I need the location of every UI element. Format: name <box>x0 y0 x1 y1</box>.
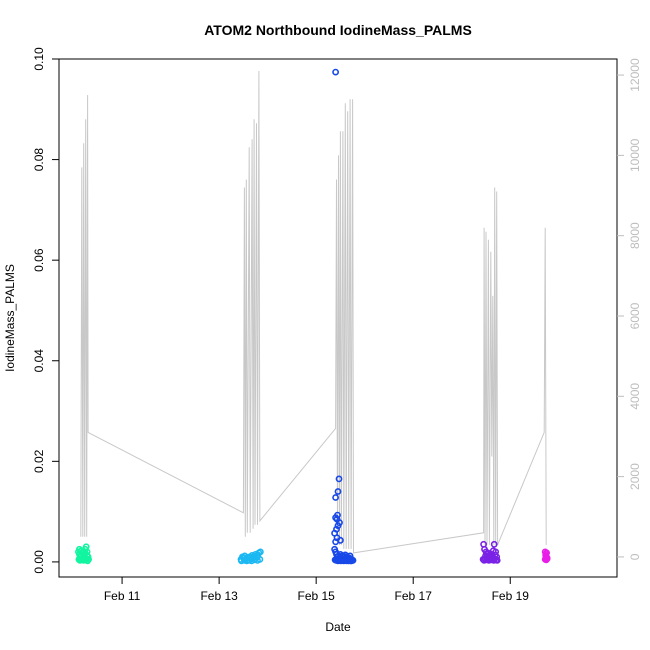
data-point <box>332 538 339 546</box>
y-tick-label: 0.06 <box>32 248 46 272</box>
y2-tick-label: 2000 <box>628 463 642 490</box>
y2-axis: 0 2000 4000 6000 8000 10000 12000 <box>617 58 642 560</box>
y2-tick-label: 12000 <box>628 58 642 92</box>
x-tick-label: Feb 13 <box>200 589 238 603</box>
data-point <box>335 475 343 483</box>
chart-title: ATOM2 Northbound IodineMass_PALMS <box>204 22 472 38</box>
y2-tick-label: 10000 <box>628 138 642 172</box>
data-point <box>83 552 91 559</box>
altitude-track <box>80 70 547 554</box>
y-tick-label: 0.00 <box>32 550 46 574</box>
data-point <box>332 494 339 501</box>
x-tick-label: Feb 19 <box>492 589 530 603</box>
x-tick-label: Feb 11 <box>104 589 141 603</box>
y2-tick-label: 8000 <box>628 222 642 249</box>
y-tick-label: 0.08 <box>32 148 46 172</box>
y-axis: 0.00 0.02 0.04 0.06 0.08 0.10 <box>32 47 59 574</box>
y-axis-label: IodineMass_PALMS <box>3 264 17 372</box>
y2-tick-label: 6000 <box>628 302 642 329</box>
data-point <box>490 540 498 548</box>
data-point <box>334 488 342 495</box>
data-point <box>256 556 264 563</box>
data-point <box>493 557 501 564</box>
y-tick-label: 0.02 <box>32 449 46 473</box>
data-point <box>491 551 499 559</box>
data-point <box>543 554 550 561</box>
data-point <box>332 68 339 76</box>
y-tick-label: 0.04 <box>32 349 46 373</box>
x-axis: Feb 11 Feb 13 Feb 15 Feb 17 Feb 19 <box>104 576 530 603</box>
altitude-line <box>80 70 547 554</box>
data-point <box>348 557 355 565</box>
x-tick-label: Feb 17 <box>395 589 433 603</box>
data-point <box>334 522 342 530</box>
x-axis-label: Date <box>325 620 351 634</box>
y2-tick-label: 0 <box>628 553 642 560</box>
y2-tick-label: 4000 <box>628 383 642 410</box>
y-tick-label: 0.10 <box>32 47 46 71</box>
x-tick-label: Feb 15 <box>297 589 335 603</box>
data-point <box>256 548 264 556</box>
data-points <box>75 68 551 565</box>
